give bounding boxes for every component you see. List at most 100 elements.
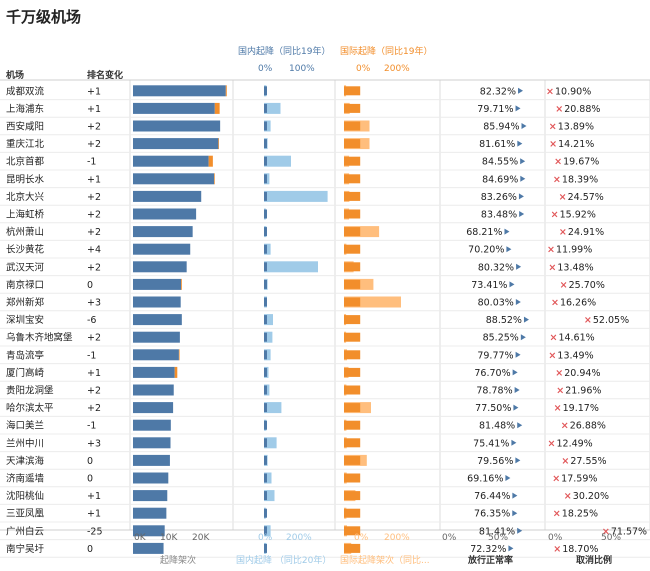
flights-bar	[133, 190, 202, 202]
ontime-value: 78.78%	[476, 386, 512, 397]
cancel-value: 12.49%	[556, 438, 592, 449]
intl-bar	[344, 226, 380, 238]
ontime-axis-title: 放行正常率	[468, 556, 514, 566]
intl-top-tick-0: 0%	[356, 64, 371, 74]
intl-ref-mark	[344, 420, 361, 430]
cancel-cross-mark: ×	[553, 174, 561, 185]
ontime-arrow-mark	[520, 158, 526, 165]
airport-name: 西安咸阳	[6, 121, 44, 133]
cancel-value: 13.89%	[558, 122, 594, 133]
ontime-value: 76.35%	[474, 509, 510, 520]
domestic-ref-mark	[264, 438, 267, 448]
domestic-ref-mark	[264, 262, 267, 272]
domestic-bar	[264, 331, 273, 343]
cancel-cross-mark: ×	[559, 192, 567, 203]
domestic-bar	[264, 261, 318, 273]
domestic-bar	[264, 490, 275, 502]
rank-change-value: +2	[87, 386, 101, 397]
airport-name: 昆明长水	[6, 173, 45, 185]
flights-intl-bar	[181, 278, 182, 290]
rank-change-value: -6	[87, 315, 96, 326]
airport-name: 北京首都	[6, 156, 45, 168]
rank-change-value: +3	[87, 298, 101, 309]
domestic-ref-mark	[264, 315, 267, 325]
flights-bar	[133, 85, 226, 97]
airport-name: 乌鲁木齐地窝堡	[6, 332, 73, 344]
domestic-ref-mark	[264, 139, 267, 149]
intl-ref-mark	[344, 526, 361, 536]
cancel-value: 17.59%	[561, 474, 597, 485]
ontime-value: 77.50%	[475, 403, 511, 414]
flights-bar	[133, 261, 187, 273]
cancel-tick-50: 50%	[601, 533, 622, 543]
airport-name: 南宁吴圩	[6, 543, 45, 555]
cancel-value: 13.49%	[557, 350, 593, 361]
cancel-value: 20.88%	[564, 104, 600, 115]
intl-ref-mark	[344, 227, 361, 237]
flights-bar	[133, 226, 193, 238]
cancel-cross-mark: ×	[551, 210, 559, 221]
flights-bar	[133, 120, 221, 132]
domestic-ref-mark	[264, 297, 267, 307]
intl-ref-mark	[344, 403, 361, 413]
airport-name: 重庆江北	[6, 138, 45, 150]
rank-change-value: +1	[87, 509, 101, 520]
domestic-ref-mark	[264, 455, 267, 465]
domestic-ref-mark	[264, 174, 267, 184]
ontime-value: 79.77%	[477, 350, 513, 361]
ontime-value: 88.52%	[486, 315, 522, 326]
ontime-arrow-mark	[515, 351, 521, 358]
ontime-arrow-mark	[516, 263, 522, 270]
ontime-value: 72.32%	[470, 544, 506, 555]
ontime-value: 85.25%	[483, 333, 519, 344]
ontime-tick-0: 0%	[442, 533, 457, 543]
flights-bar	[133, 243, 191, 255]
intl-ref-mark	[344, 244, 361, 254]
cancel-cross-mark: ×	[549, 139, 557, 150]
flights-bar	[133, 419, 171, 431]
airport-name: 成都双流	[6, 85, 45, 97]
intl-ref-mark	[344, 455, 361, 465]
intl-ref-mark	[344, 473, 361, 483]
ontime-value: 79.56%	[477, 456, 513, 467]
cancel-cross-mark: ×	[554, 403, 562, 414]
ontime-arrow-mark	[512, 510, 518, 517]
flights-tick-0k: 0K	[134, 533, 146, 543]
flights-axis-title: 起降架次	[160, 556, 197, 566]
intl-ref-mark	[344, 86, 361, 96]
ontime-value: 76.70%	[474, 368, 510, 379]
cancel-cross-mark: ×	[552, 474, 560, 485]
flights-bar	[133, 472, 169, 484]
cancel-tick-0: 0%	[548, 533, 563, 543]
rank-change-value: +1	[87, 491, 101, 502]
ontime-value: 84.55%	[482, 157, 518, 168]
intl-ref-mark	[344, 121, 361, 131]
flights-bar	[133, 542, 164, 554]
airport-name: 深圳宝安	[6, 314, 44, 326]
cancel-value: 24.91%	[568, 227, 604, 238]
ontime-arrow-mark	[513, 404, 519, 411]
domestic-bar	[264, 525, 271, 537]
rank-change-value: +1	[87, 86, 101, 97]
intl-ref-mark	[344, 103, 361, 113]
ontime-arrow-mark	[515, 105, 521, 112]
ontime-arrow-mark	[512, 492, 518, 499]
domestic-ref-mark	[264, 227, 267, 237]
airport-name: 厦门高崎	[6, 367, 45, 379]
ontime-value: 69.16%	[467, 474, 503, 485]
airport-name: 海口美兰	[6, 420, 44, 432]
intl-top-tick-200: 200%	[384, 64, 410, 74]
rank-change-value: 0	[87, 456, 93, 467]
cancel-cross-mark: ×	[551, 298, 559, 309]
cancel-cross-mark: ×	[555, 104, 563, 115]
domestic-axis-title: 国内起降 （同比20年）	[236, 556, 332, 566]
ontime-arrow-mark	[512, 369, 518, 376]
cancel-value: 18.25%	[562, 509, 598, 520]
ontime-value: 70.20%	[468, 245, 504, 256]
domestic-ref-mark	[264, 473, 267, 483]
cancel-cross-mark: ×	[547, 245, 555, 256]
domestic-bar	[264, 155, 291, 167]
domestic-bottom-tick-0: 0%	[258, 533, 273, 543]
cancel-value: 19.17%	[563, 403, 599, 414]
cancel-cross-mark: ×	[548, 262, 556, 273]
